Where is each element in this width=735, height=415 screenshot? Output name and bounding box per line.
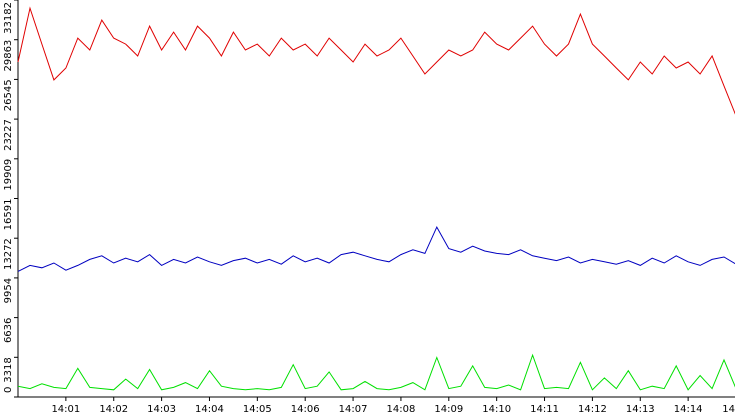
y-tick-label: 3318	[3, 357, 14, 382]
y-tick-label: 16591	[3, 199, 14, 231]
y-tick-label: 33182	[3, 2, 14, 34]
x-tick-label: 14:08	[387, 404, 416, 415]
series-line	[17, 353, 735, 391]
x-tick-label: 14:07	[339, 404, 368, 415]
x-tick-label: 14:05	[243, 404, 272, 415]
x-tick-label: 14	[722, 404, 735, 415]
series-line	[17, 6, 735, 115]
x-tick-label: 14:02	[99, 404, 128, 415]
x-tick-label: 14:01	[51, 404, 80, 415]
x-tick-label: 14:09	[434, 404, 463, 415]
y-tick-label: 0	[3, 387, 14, 393]
x-tick-label: 14:14	[674, 404, 703, 415]
y-tick-label: 23227	[3, 119, 14, 151]
y-tick-label: 19909	[3, 159, 14, 191]
y-tick-label: 9954	[3, 278, 14, 303]
y-tick-label: 13272	[3, 238, 14, 270]
x-tick-label: 14:13	[626, 404, 655, 415]
x-tick-label: 14:11	[530, 404, 559, 415]
series-line	[17, 225, 735, 272]
x-tick-label: 14:12	[578, 404, 607, 415]
y-tick-label: 29863	[3, 40, 14, 72]
x-tick-label: 14:04	[195, 404, 224, 415]
y-tick-label: 6636	[3, 318, 14, 343]
x-tick-label: 14:10	[482, 404, 511, 415]
y-tick-label: 26545	[3, 79, 14, 111]
x-tick-label: 14:06	[291, 404, 320, 415]
x-tick-label: 14:03	[147, 404, 176, 415]
